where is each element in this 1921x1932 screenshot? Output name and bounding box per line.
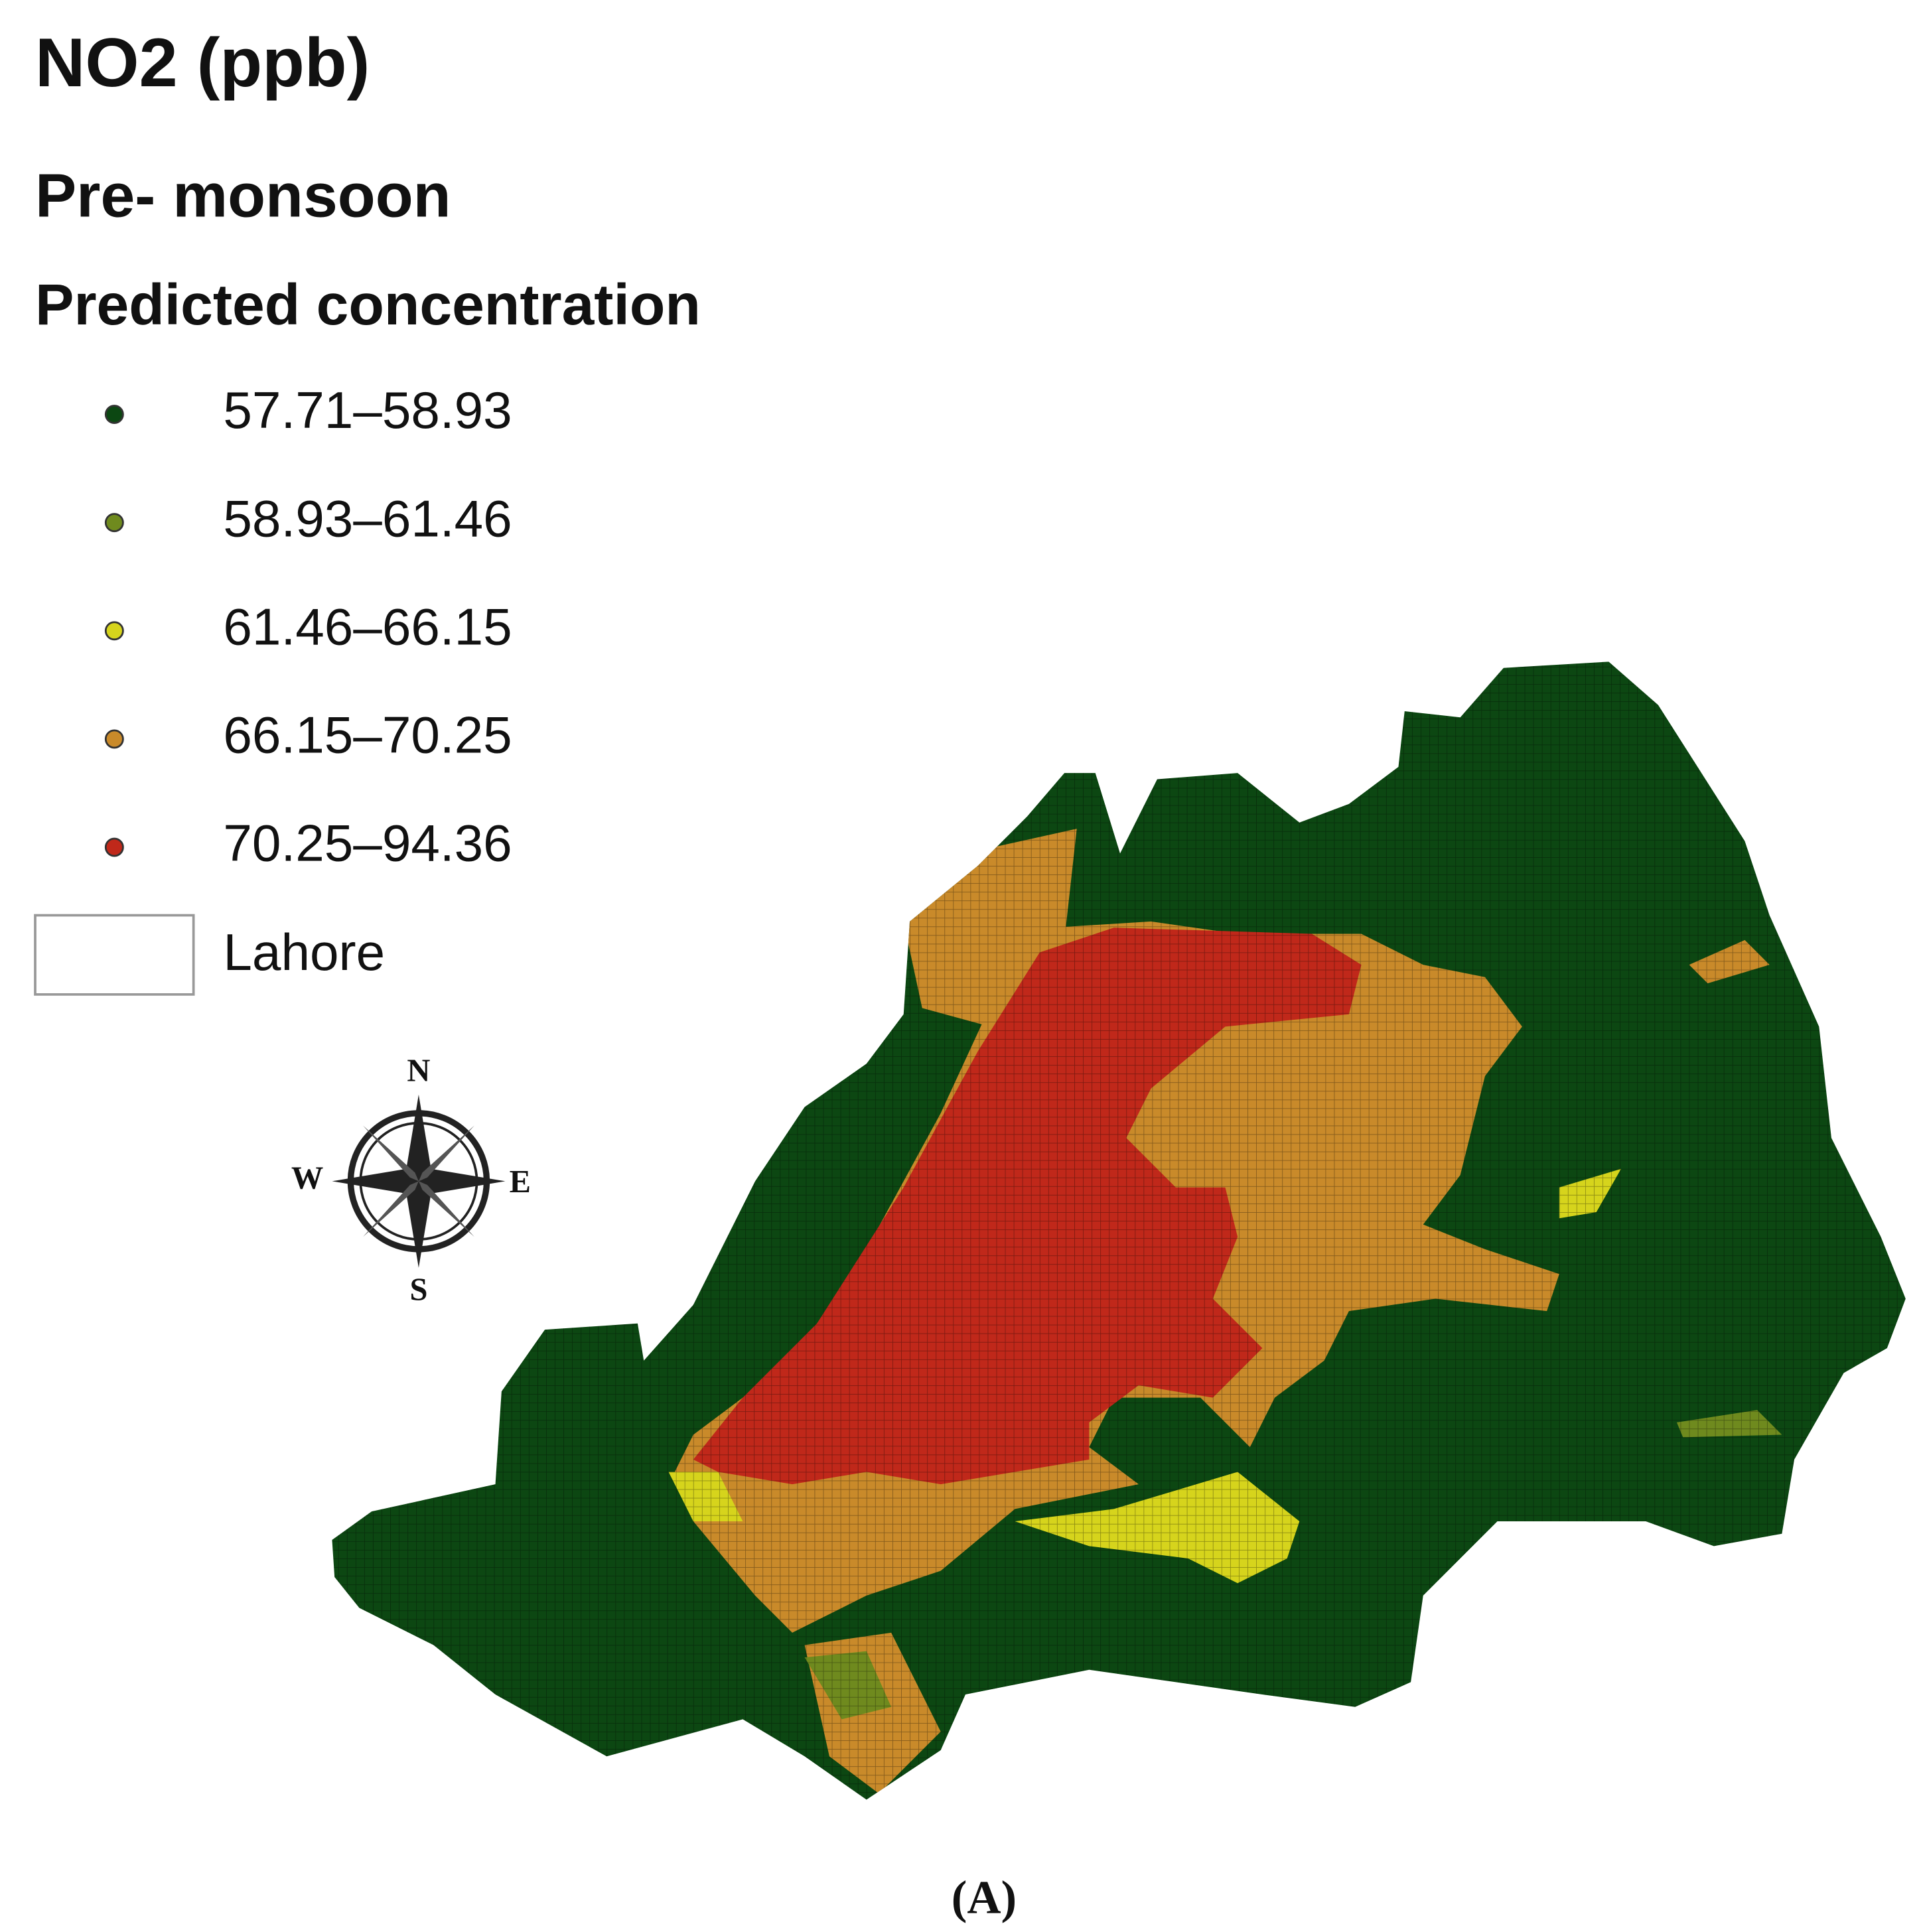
grid-cells: [332, 661, 1906, 1800]
legend-dot: [104, 837, 124, 857]
legend-title: Predicted concentration: [35, 272, 701, 337]
legend-label: 58.93–61.46: [223, 489, 512, 547]
compass-e: E: [510, 1164, 531, 1200]
compass-w: W: [291, 1161, 323, 1196]
compass-s: S: [409, 1272, 427, 1307]
boundary-swatch: [34, 914, 195, 996]
compass: N E S W: [291, 1053, 531, 1307]
legend: 57.71–58.93 58.93–61.46 61.46–66.15 66.15–7…: [104, 381, 512, 872]
legend-label: 57.71–58.93: [223, 381, 512, 439]
legend-label: 61.46–66.15: [223, 597, 512, 656]
map: [332, 661, 1906, 1800]
boundary-label: Lahore: [223, 923, 385, 981]
legend-dot: [104, 729, 124, 749]
legend-label: 70.25–94.36: [223, 814, 512, 872]
legend-dot: [104, 513, 124, 533]
legend-dot: [104, 621, 124, 641]
caption: (A): [952, 1872, 1017, 1924]
title: NO2 (ppb): [35, 24, 370, 102]
legend-label: 66.15–70.25: [223, 706, 512, 764]
legend-dot: [104, 405, 124, 424]
subtitle: Pre- monsoon: [35, 161, 451, 230]
compass-n: N: [407, 1053, 430, 1088]
